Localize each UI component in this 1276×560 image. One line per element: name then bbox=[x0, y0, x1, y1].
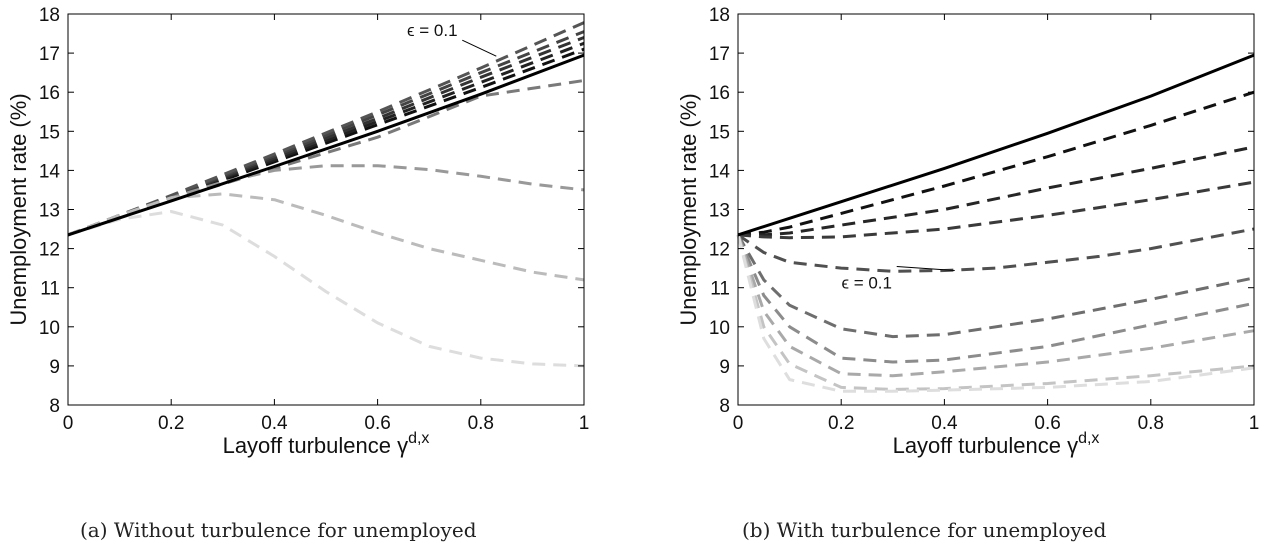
annotation-label: ϵ = 0.1 bbox=[407, 21, 458, 40]
y-tick-label: 13 bbox=[39, 201, 60, 222]
y-tick-label: 17 bbox=[39, 44, 60, 65]
y-axis-label: Unemployment rate (%) bbox=[676, 93, 701, 325]
x-tick-label: 0 bbox=[63, 413, 74, 434]
y-tick-label: 12 bbox=[709, 240, 730, 261]
x-axis-label-main: Layoff turbulence γ bbox=[223, 433, 409, 458]
series-line-9 bbox=[67, 192, 585, 282]
x-tick-label: 0.8 bbox=[1138, 413, 1164, 434]
y-tick-label: 10 bbox=[709, 318, 730, 339]
x-tick-label: 0.2 bbox=[828, 413, 854, 434]
y-tick-label: 13 bbox=[709, 201, 730, 222]
series-line-7 bbox=[67, 79, 585, 237]
x-tick-label: 0.2 bbox=[158, 413, 184, 434]
x-axis-label: Layoff turbulence γd,x bbox=[893, 430, 1100, 458]
y-tick-label: 14 bbox=[709, 161, 731, 182]
chart-panel-b: 0 0.2 0.4 0.6 0.8 189101112131415161718Layoff… bbox=[676, 5, 1259, 458]
y-tick-label: 8 bbox=[49, 396, 60, 417]
caption-b: (b) With turbulence for unemployed bbox=[742, 518, 1107, 542]
x-tick-label: 0 bbox=[733, 413, 744, 434]
caption-a: (a) Without turbulence for unemployed bbox=[80, 518, 477, 542]
series-line-2 bbox=[737, 90, 1255, 237]
x-tick-label: 1 bbox=[579, 413, 590, 434]
series-line-10 bbox=[736, 234, 1255, 393]
x-axis-label: Layoff turbulence γd,x bbox=[223, 430, 430, 458]
series-line-6 bbox=[67, 21, 585, 237]
series-line-5 bbox=[737, 227, 1255, 273]
y-tick-label: 9 bbox=[49, 357, 60, 378]
series-line-10 bbox=[67, 210, 585, 368]
y-tick-label: 11 bbox=[40, 279, 60, 300]
x-tick-label: 0.4 bbox=[931, 413, 958, 434]
y-tick-label: 15 bbox=[39, 122, 60, 143]
x-axis-label-main: Layoff turbulence γ bbox=[893, 433, 1079, 458]
y-tick-label: 16 bbox=[709, 83, 730, 104]
series-line-1 bbox=[67, 53, 585, 237]
x-tick-label: 0.6 bbox=[1034, 413, 1060, 434]
series-line-1 bbox=[737, 53, 1255, 237]
y-tick-label: 17 bbox=[709, 44, 730, 65]
y-tick-label: 9 bbox=[719, 357, 730, 378]
y-tick-label: 16 bbox=[39, 83, 60, 104]
y-tick-label: 11 bbox=[710, 279, 730, 300]
x-tick-label: 0.4 bbox=[261, 413, 288, 434]
series-line-8 bbox=[736, 234, 1255, 378]
series-line-6 bbox=[736, 234, 1255, 339]
annotation-leader-line bbox=[462, 39, 497, 57]
annotation-leader-line bbox=[896, 265, 955, 271]
series-line-4 bbox=[737, 180, 1255, 240]
y-tick-label: 18 bbox=[709, 5, 730, 26]
y-tick-label: 8 bbox=[719, 396, 730, 417]
x-tick-label: 1 bbox=[1249, 413, 1260, 434]
y-tick-label: 18 bbox=[39, 5, 60, 26]
y-tick-label: 14 bbox=[39, 161, 61, 182]
y-axis-label: Unemployment rate (%) bbox=[6, 93, 31, 325]
x-axis-label-superscript: d,x bbox=[408, 430, 429, 447]
chart-panel-a: 0 0.2 0.4 0.6 0.8 189101112131415161718Layoff… bbox=[6, 5, 589, 458]
series-line-3 bbox=[738, 145, 1255, 237]
series-line-9 bbox=[736, 234, 1255, 391]
y-tick-label: 15 bbox=[709, 122, 730, 143]
y-tick-label: 10 bbox=[39, 318, 60, 339]
series-line-7 bbox=[736, 234, 1255, 364]
x-axis-label-superscript: d,x bbox=[1078, 430, 1099, 447]
series-line-8 bbox=[67, 164, 585, 237]
y-tick-label: 12 bbox=[39, 240, 60, 261]
x-tick-label: 0.8 bbox=[468, 413, 494, 434]
annotation-label: ϵ = 0.1 bbox=[841, 273, 892, 292]
x-tick-label: 0.6 bbox=[364, 413, 390, 434]
